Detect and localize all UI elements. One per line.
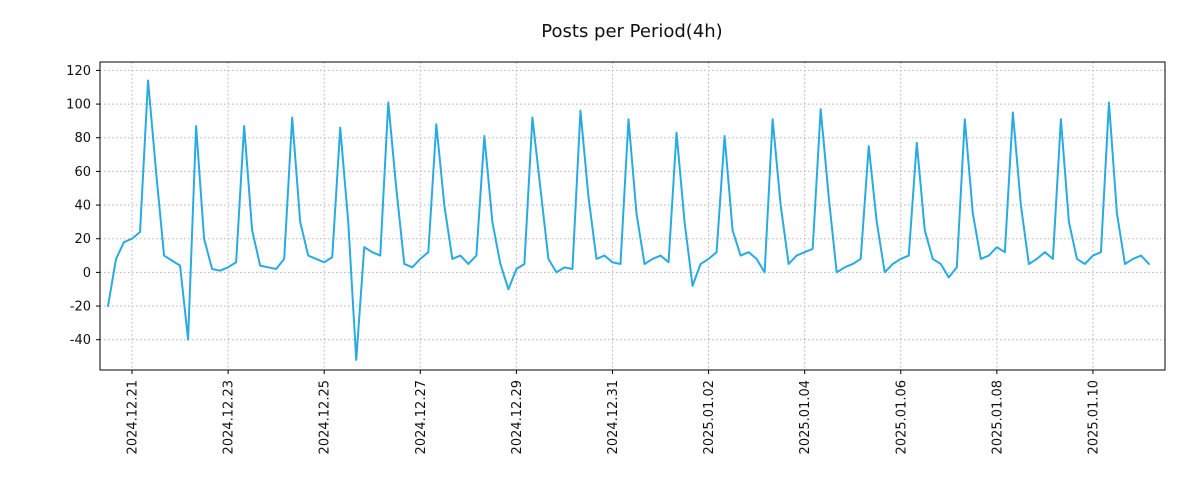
x-tick-label: 2025.01.06 — [894, 380, 909, 454]
x-tick-label: 2025.01.08 — [990, 380, 1005, 454]
y-tick-label: -40 — [70, 333, 91, 348]
x-tick-label: 2025.01.10 — [1086, 380, 1101, 454]
y-tick-label: 120 — [66, 64, 91, 79]
axis-layer: -40 -20 0 20 40 60 80 100 120 2024.12.21 2024.12.2… — [66, 61, 1166, 454]
x-tick-label: 2024.12.29 — [510, 380, 525, 454]
x-tick-label: 2024.12.27 — [414, 380, 429, 454]
data-line-posts — [107, 79, 1150, 361]
y-tick-label: 20 — [74, 232, 91, 247]
x-tick-label: 2024.12.25 — [318, 380, 333, 454]
y-tick-label: 0 — [83, 266, 91, 281]
y-tick-label: 40 — [74, 199, 91, 214]
chart-title: Posts per Period(4h) — [541, 21, 722, 42]
x-tick-label: 2024.12.31 — [606, 380, 621, 454]
x-tick-label: 2024.12.21 — [126, 380, 141, 454]
y-tick-label: 100 — [66, 98, 91, 113]
plot-border — [99, 61, 1166, 371]
grid-layer — [100, 62, 1165, 370]
x-tick-label: 2025.01.02 — [702, 380, 717, 454]
y-tick-label: 80 — [74, 131, 91, 146]
y-tick-label: 60 — [74, 165, 91, 180]
y-tick-label: -20 — [70, 300, 91, 315]
plot-layer — [107, 79, 1150, 361]
x-tick-label: 2025.01.04 — [798, 380, 813, 454]
x-tick-label: 2024.12.23 — [222, 380, 237, 454]
